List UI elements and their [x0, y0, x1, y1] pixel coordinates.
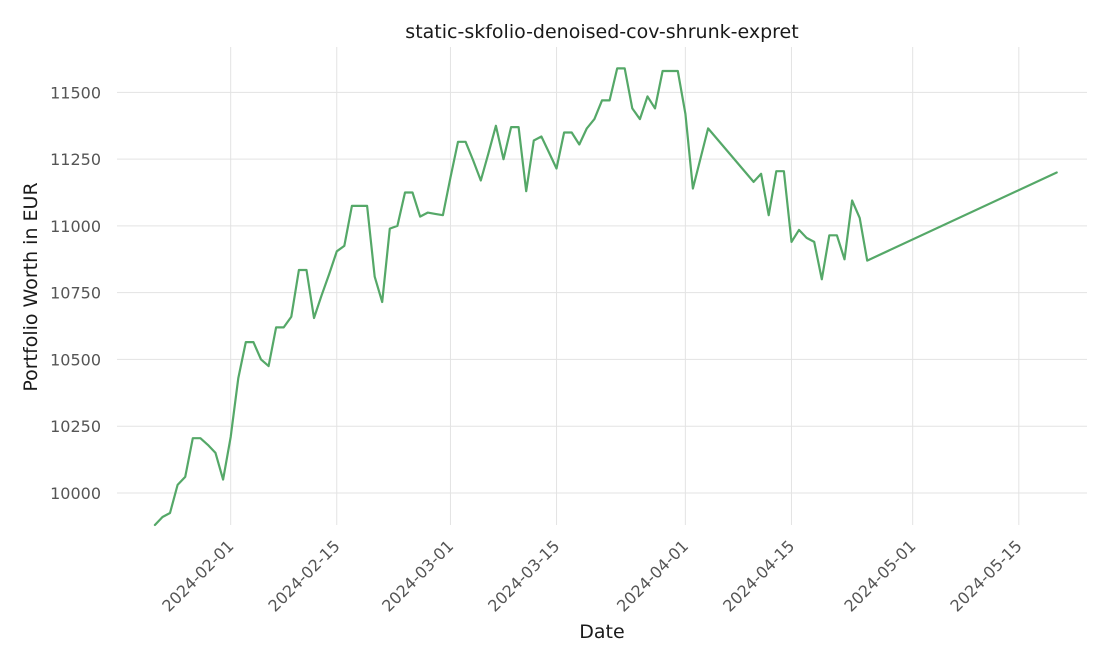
- x-tick-label: 2024-03-01: [378, 536, 457, 615]
- y-tick-label: 11000: [50, 217, 101, 236]
- series-line: [153, 67, 1058, 527]
- y-tick-label: 10750: [50, 284, 101, 303]
- y-tick-label: 10000: [50, 484, 101, 503]
- y-tick-label: 11500: [50, 83, 101, 102]
- chart-title: static-skfolio-denoised-cov-shrunk-expre…: [405, 21, 798, 43]
- x-tick-label: 2024-05-01: [840, 536, 919, 615]
- series-layer: [153, 67, 1058, 527]
- y-tick-label: 10250: [50, 417, 101, 436]
- x-tick-label: 2024-04-01: [613, 536, 692, 615]
- x-axis-ticks: 2024-02-01 2024-02-15 2024-03-01 2024-03-15…: [158, 536, 1025, 615]
- x-tick-label: 2024-02-15: [264, 536, 343, 615]
- x-tick-label: 2024-04-15: [719, 536, 798, 615]
- y-tick-label: 11250: [50, 150, 101, 169]
- y-axis-ticks: 10000 10250 10500 10750 11000 11250 11500: [50, 83, 101, 503]
- grid-lines: [117, 47, 1087, 525]
- x-tick-label: 2024-02-01: [158, 536, 237, 615]
- x-axis-label: Date: [579, 621, 624, 643]
- y-axis-label: Portfolio Worth in EUR: [20, 182, 42, 391]
- y-tick-label: 10500: [50, 350, 101, 369]
- x-tick-label: 2024-03-15: [484, 536, 563, 615]
- x-tick-label: 2024-05-15: [946, 536, 1025, 615]
